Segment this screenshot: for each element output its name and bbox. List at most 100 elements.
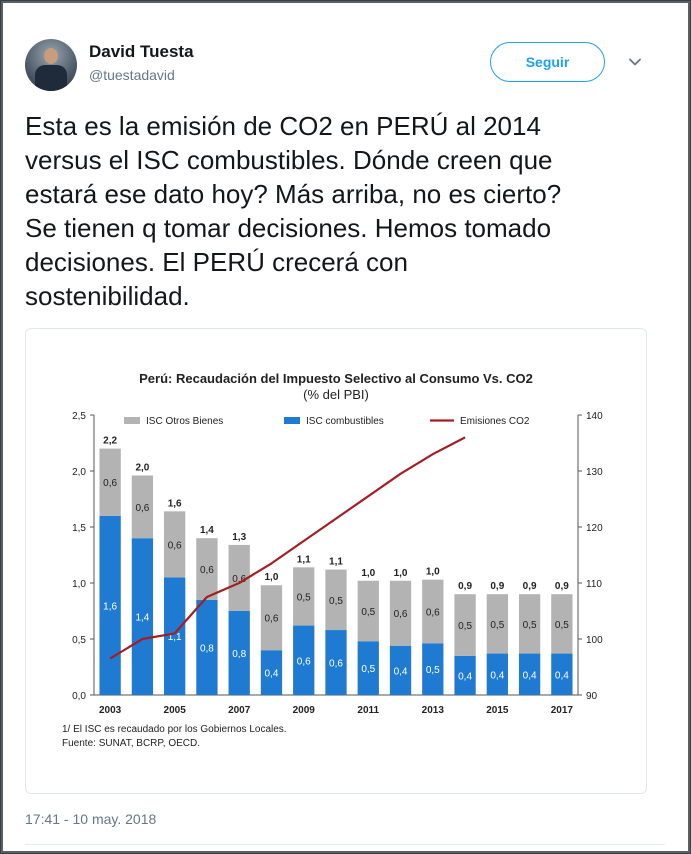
bar-label-isc-combustibles: 1,4 — [135, 613, 149, 624]
divider — [25, 844, 665, 845]
avatar-head-shape — [44, 48, 58, 64]
y-right-tick-label: 100 — [586, 635, 603, 646]
bar-label-isc-combustibles: 0,6 — [329, 659, 343, 670]
bar-label-isc-otros: 0,6 — [135, 503, 149, 514]
y-left-tick-label: 0,5 — [72, 635, 86, 646]
bar-label-isc-otros: 0,6 — [168, 540, 182, 551]
bar-isc-otros — [551, 594, 573, 654]
y-right-tick-label: 90 — [586, 691, 598, 702]
bar-label-isc-otros: 0,6 — [103, 478, 117, 489]
bar-total-label: 1,1 — [329, 557, 343, 568]
bar-total-label: 1,0 — [265, 572, 279, 583]
legend-swatch-isc-combustibles — [284, 417, 300, 424]
bar-label-isc-otros: 0,6 — [394, 609, 408, 620]
tweet-line: sostenibilidad. — [25, 281, 190, 311]
bar-total-label: 1,1 — [297, 554, 311, 565]
x-tick-label: 2003 — [99, 705, 122, 716]
bar-isc-otros — [228, 544, 250, 611]
tweet-timestamp[interactable]: 17:41 - 10 may. 2018 — [25, 811, 157, 827]
tweet-media-image[interactable]: Perú: Recaudación del Impuesto Selectivo… — [25, 328, 647, 794]
bar-isc-otros — [325, 569, 347, 631]
chart-subtitle: (% del PBI) — [303, 387, 369, 402]
bar-total-label: 1,3 — [232, 532, 246, 543]
bar-label-isc-otros: 0,6 — [426, 608, 440, 619]
bar-isc-combustibles — [518, 653, 541, 695]
bar-label-isc-otros: 0,5 — [458, 621, 472, 632]
bar-total-label: 0,9 — [458, 581, 472, 592]
bar-label-isc-combustibles: 0,4 — [265, 669, 279, 680]
chevron-down-icon[interactable] — [627, 54, 643, 70]
bar-isc-otros — [293, 567, 315, 626]
legend-label-isc-combustibles: ISC combustibles — [306, 416, 384, 427]
x-tick-label: 2007 — [228, 705, 251, 716]
bar-label-isc-otros: 0,5 — [490, 620, 504, 631]
bar-isc-combustibles — [196, 599, 218, 695]
bar-isc-combustibles — [228, 611, 250, 695]
x-tick-label: 2017 — [551, 705, 574, 716]
bar-isc-otros — [131, 475, 154, 539]
bar-label-isc-combustibles: 0,5 — [426, 665, 440, 676]
legend-label-co2: Emisiones CO2 — [460, 416, 530, 427]
x-tick-label: 2013 — [422, 705, 445, 716]
bar-isc-combustibles — [260, 650, 283, 695]
bar-label-isc-combustibles: 0,5 — [361, 664, 375, 675]
y-left-tick-label: 0,0 — [72, 691, 86, 702]
chart: Perú: Recaudación del Impuesto Selectivo… — [62, 371, 603, 749]
bar-isc-combustibles — [164, 577, 186, 695]
bar-total-label: 0,9 — [523, 581, 537, 592]
co2-line — [109, 436, 466, 660]
bar-label-isc-combustibles: 0,4 — [458, 671, 472, 682]
bar-isc-otros — [518, 594, 541, 654]
bar-isc-combustibles — [422, 643, 444, 695]
y-right-tick-label: 130 — [586, 467, 603, 478]
bar-total-label: 0,9 — [490, 581, 504, 592]
bar-isc-combustibles — [454, 655, 476, 695]
bar-total-label: 1,6 — [168, 498, 182, 509]
bar-label-isc-combustibles: 1,6 — [103, 601, 117, 612]
bar-label-isc-otros: 0,5 — [361, 607, 375, 618]
bar-isc-otros — [357, 580, 379, 642]
bar-total-label: 1,4 — [200, 525, 214, 536]
bar-isc-combustibles — [357, 641, 379, 695]
y-left-tick-label: 1,0 — [72, 579, 86, 590]
bar-label-isc-otros: 0,5 — [523, 620, 537, 631]
tweet-text: Esta es la emisión de CO2 en PERÚ al 201… — [25, 109, 665, 313]
tweet-line: decisiones. El PERÚ crecerá con — [25, 247, 408, 277]
bar-isc-otros — [260, 585, 283, 651]
chart-bar-labels: 1,6 0,6 2,2 1,4 0,6 2,0 1,1 0,6 1,6 0,8 0,6 1,4 0,8 0… — [103, 436, 569, 683]
x-tick-label: 2015 — [486, 705, 509, 716]
bar-total-label: 0,9 — [555, 581, 569, 592]
bar-label-isc-otros: 0,6 — [265, 614, 279, 625]
bar-label-isc-combustibles: 0,8 — [232, 649, 246, 660]
bar-isc-otros — [99, 448, 121, 516]
bar-isc-otros — [164, 511, 186, 578]
bar-isc-combustibles — [293, 625, 315, 695]
tweet-line: estará ese dato hoy? Más arriba, no es c… — [25, 179, 562, 209]
bar-label-isc-combustibles: 0,4 — [523, 670, 537, 681]
bar-label-isc-combustibles: 0,8 — [200, 643, 214, 654]
y-left-tick-label: 2,5 — [72, 411, 86, 422]
bar-isc-otros — [422, 579, 444, 644]
bar-isc-combustibles — [325, 630, 347, 695]
x-tick-label: 2005 — [164, 705, 187, 716]
avatar-body-shape — [35, 65, 67, 91]
bar-label-isc-otros: 0,5 — [555, 620, 569, 631]
author-name[interactable]: David Tuesta — [89, 42, 194, 61]
bar-label-isc-otros: 0,5 — [329, 596, 343, 607]
bar-isc-otros — [389, 580, 412, 646]
bar-label-isc-combustibles: 0,4 — [394, 666, 408, 677]
chart-legend: ISC Otros Bienes ISC combustibles Emisio… — [124, 416, 530, 427]
bar-label-isc-otros: 0,5 — [297, 592, 311, 603]
bar-label-isc-combustibles: 0,4 — [555, 670, 569, 681]
bar-label-isc-combustibles: 0,4 — [490, 670, 504, 681]
author-handle[interactable]: @tuestadavid — [89, 67, 175, 83]
bar-label-isc-otros: 0,6 — [200, 565, 214, 576]
bar-label-isc-combustibles: 1,1 — [168, 632, 182, 643]
avatar[interactable] — [25, 39, 77, 91]
bar-total-label: 1,0 — [394, 568, 408, 579]
chart-source: Fuente: SUNAT, BCRP, OECD. — [62, 738, 200, 749]
bar-isc-combustibles — [99, 515, 121, 695]
bar-total-label: 2,0 — [135, 462, 149, 473]
follow-button[interactable]: Seguir — [490, 42, 605, 82]
